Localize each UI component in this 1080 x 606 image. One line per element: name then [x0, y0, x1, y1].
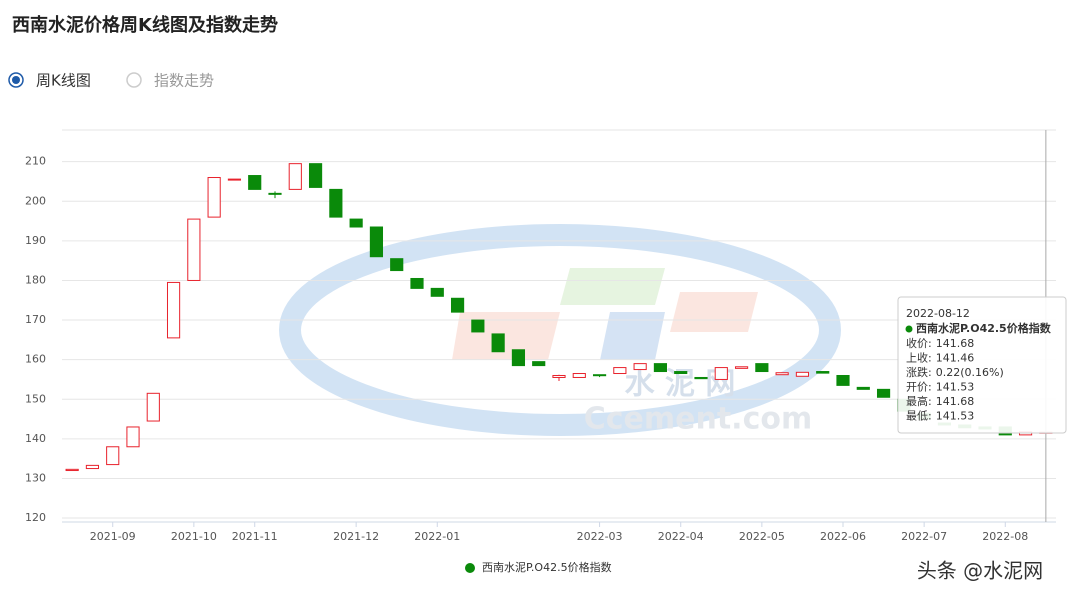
y-tick-label: 120 — [25, 511, 46, 524]
candle-body — [106, 446, 120, 466]
radio-label[interactable]: 指数走势 — [154, 72, 214, 90]
tooltip-key: 最高: — [906, 394, 932, 408]
y-tick-label: 130 — [25, 471, 46, 484]
candle-body — [410, 277, 424, 289]
candle-body — [471, 319, 485, 333]
x-tick-label: 2022-01 — [414, 530, 460, 543]
y-tick-label: 170 — [25, 313, 46, 326]
tooltip-value: 0.22(0.16%) — [936, 366, 1004, 379]
x-tick-label: 2021-11 — [232, 530, 278, 543]
candle-body — [248, 175, 262, 190]
x-tick-label: 2022-08 — [982, 530, 1028, 543]
candle-body — [775, 372, 789, 376]
tooltip-key: 开价: — [906, 381, 932, 394]
candle-body — [390, 258, 404, 272]
tooltip: 2022-08-12 西南水泥P.O42.5价格指数 收价: 141.68 上收: 1… — [897, 296, 1067, 434]
tooltip-row: 上收: 141.46 — [906, 351, 974, 365]
candle-body — [592, 374, 607, 377]
tooltip-value: 141.46 — [936, 352, 975, 365]
tooltip-row: 最低: 141.53 — [906, 410, 974, 423]
x-tick-label: 2022-03 — [577, 530, 623, 543]
tooltip-key: 收价: — [906, 336, 932, 350]
y-tick-label: 200 — [25, 194, 46, 207]
candle-body — [816, 371, 830, 374]
candle-body — [187, 218, 201, 281]
candle-body — [126, 426, 140, 448]
candle-body — [166, 281, 181, 339]
watermark: 水 泥 网 Ccement.com — [279, 224, 841, 437]
candle-body — [653, 363, 668, 373]
candle-body — [613, 367, 627, 375]
x-tick-label: 2022-04 — [658, 530, 704, 543]
tooltip-value: 141.68 — [936, 395, 975, 408]
candle-body — [146, 392, 160, 422]
candle-body — [714, 367, 728, 380]
candle-body — [349, 218, 363, 228]
candle-body — [532, 361, 546, 367]
tooltip-name: 西南水泥P.O42.5价格指数 — [916, 321, 1052, 335]
tooltip-value: 141.53 — [936, 381, 975, 394]
tooltip-row: 开价: 141.53 — [906, 381, 974, 394]
tooltip-date: 2022-08-12 — [906, 307, 970, 320]
y-tick-label: 140 — [25, 432, 46, 445]
candle-body — [572, 373, 586, 378]
tooltip-key: 最低: — [906, 410, 932, 423]
tooltip-row: 收价: 141.68 — [906, 336, 974, 350]
x-tick-label: 2022-07 — [901, 530, 947, 543]
x-tick-label: 2022-05 — [739, 530, 785, 543]
candle-body — [795, 371, 810, 377]
candle-body — [207, 177, 221, 218]
y-tick-label: 190 — [25, 234, 46, 247]
candle-body — [329, 188, 343, 218]
candle-body — [85, 464, 100, 470]
y-tick-label: 150 — [25, 392, 46, 405]
y-tick-label: 160 — [25, 353, 46, 366]
candle-body — [633, 363, 647, 371]
tooltip-row: 涨跌: 0.22(0.16%) — [906, 365, 1004, 379]
candle-body — [674, 371, 688, 375]
candle-body — [856, 386, 870, 390]
radio-label[interactable]: 周K线图 — [36, 72, 91, 90]
x-tick-label: 2021-09 — [90, 530, 136, 543]
x-tick-label: 2021-10 — [171, 530, 217, 543]
candle-body — [288, 163, 302, 190]
candle-body — [430, 287, 444, 297]
tooltip-row: 最高: 141.68 — [906, 394, 974, 408]
x-tick-label: 2022-06 — [820, 530, 866, 543]
candle-body — [369, 226, 384, 258]
tooltip-box — [897, 296, 1067, 434]
tooltip-key: 上收: — [906, 351, 932, 365]
y-tick-label: 210 — [25, 155, 46, 168]
candle-body — [227, 178, 242, 181]
tooltip-value: 141.68 — [936, 337, 975, 350]
watermark-site: Ccement.com — [584, 402, 813, 437]
page-title: 西南水泥价格周K线图及指数走势 — [12, 14, 278, 36]
radio[interactable] — [126, 72, 142, 88]
tooltip-key: 涨跌: — [906, 365, 932, 379]
legend-label: 西南水泥P.O42.5价格指数 — [482, 560, 612, 574]
tooltip-dot — [905, 325, 913, 333]
candle-body — [450, 297, 465, 313]
candle-body — [491, 333, 505, 353]
candle-body — [511, 349, 526, 367]
candle-body — [552, 374, 566, 378]
candle-body — [694, 376, 708, 380]
radio-dot — [12, 76, 20, 84]
credit: 头条 @水泥网 — [917, 559, 1043, 583]
candle-body — [65, 468, 79, 472]
candle-body — [734, 366, 749, 369]
tooltip-value: 141.53 — [936, 410, 975, 423]
candle-body — [755, 363, 769, 373]
x-tick-label: 2021-12 — [333, 530, 379, 543]
candle-body — [308, 163, 323, 188]
legend-marker — [465, 563, 475, 573]
y-tick-label: 180 — [25, 273, 46, 286]
candle-body — [876, 388, 891, 398]
candle-body — [268, 192, 282, 195]
candle-body — [836, 374, 850, 386]
